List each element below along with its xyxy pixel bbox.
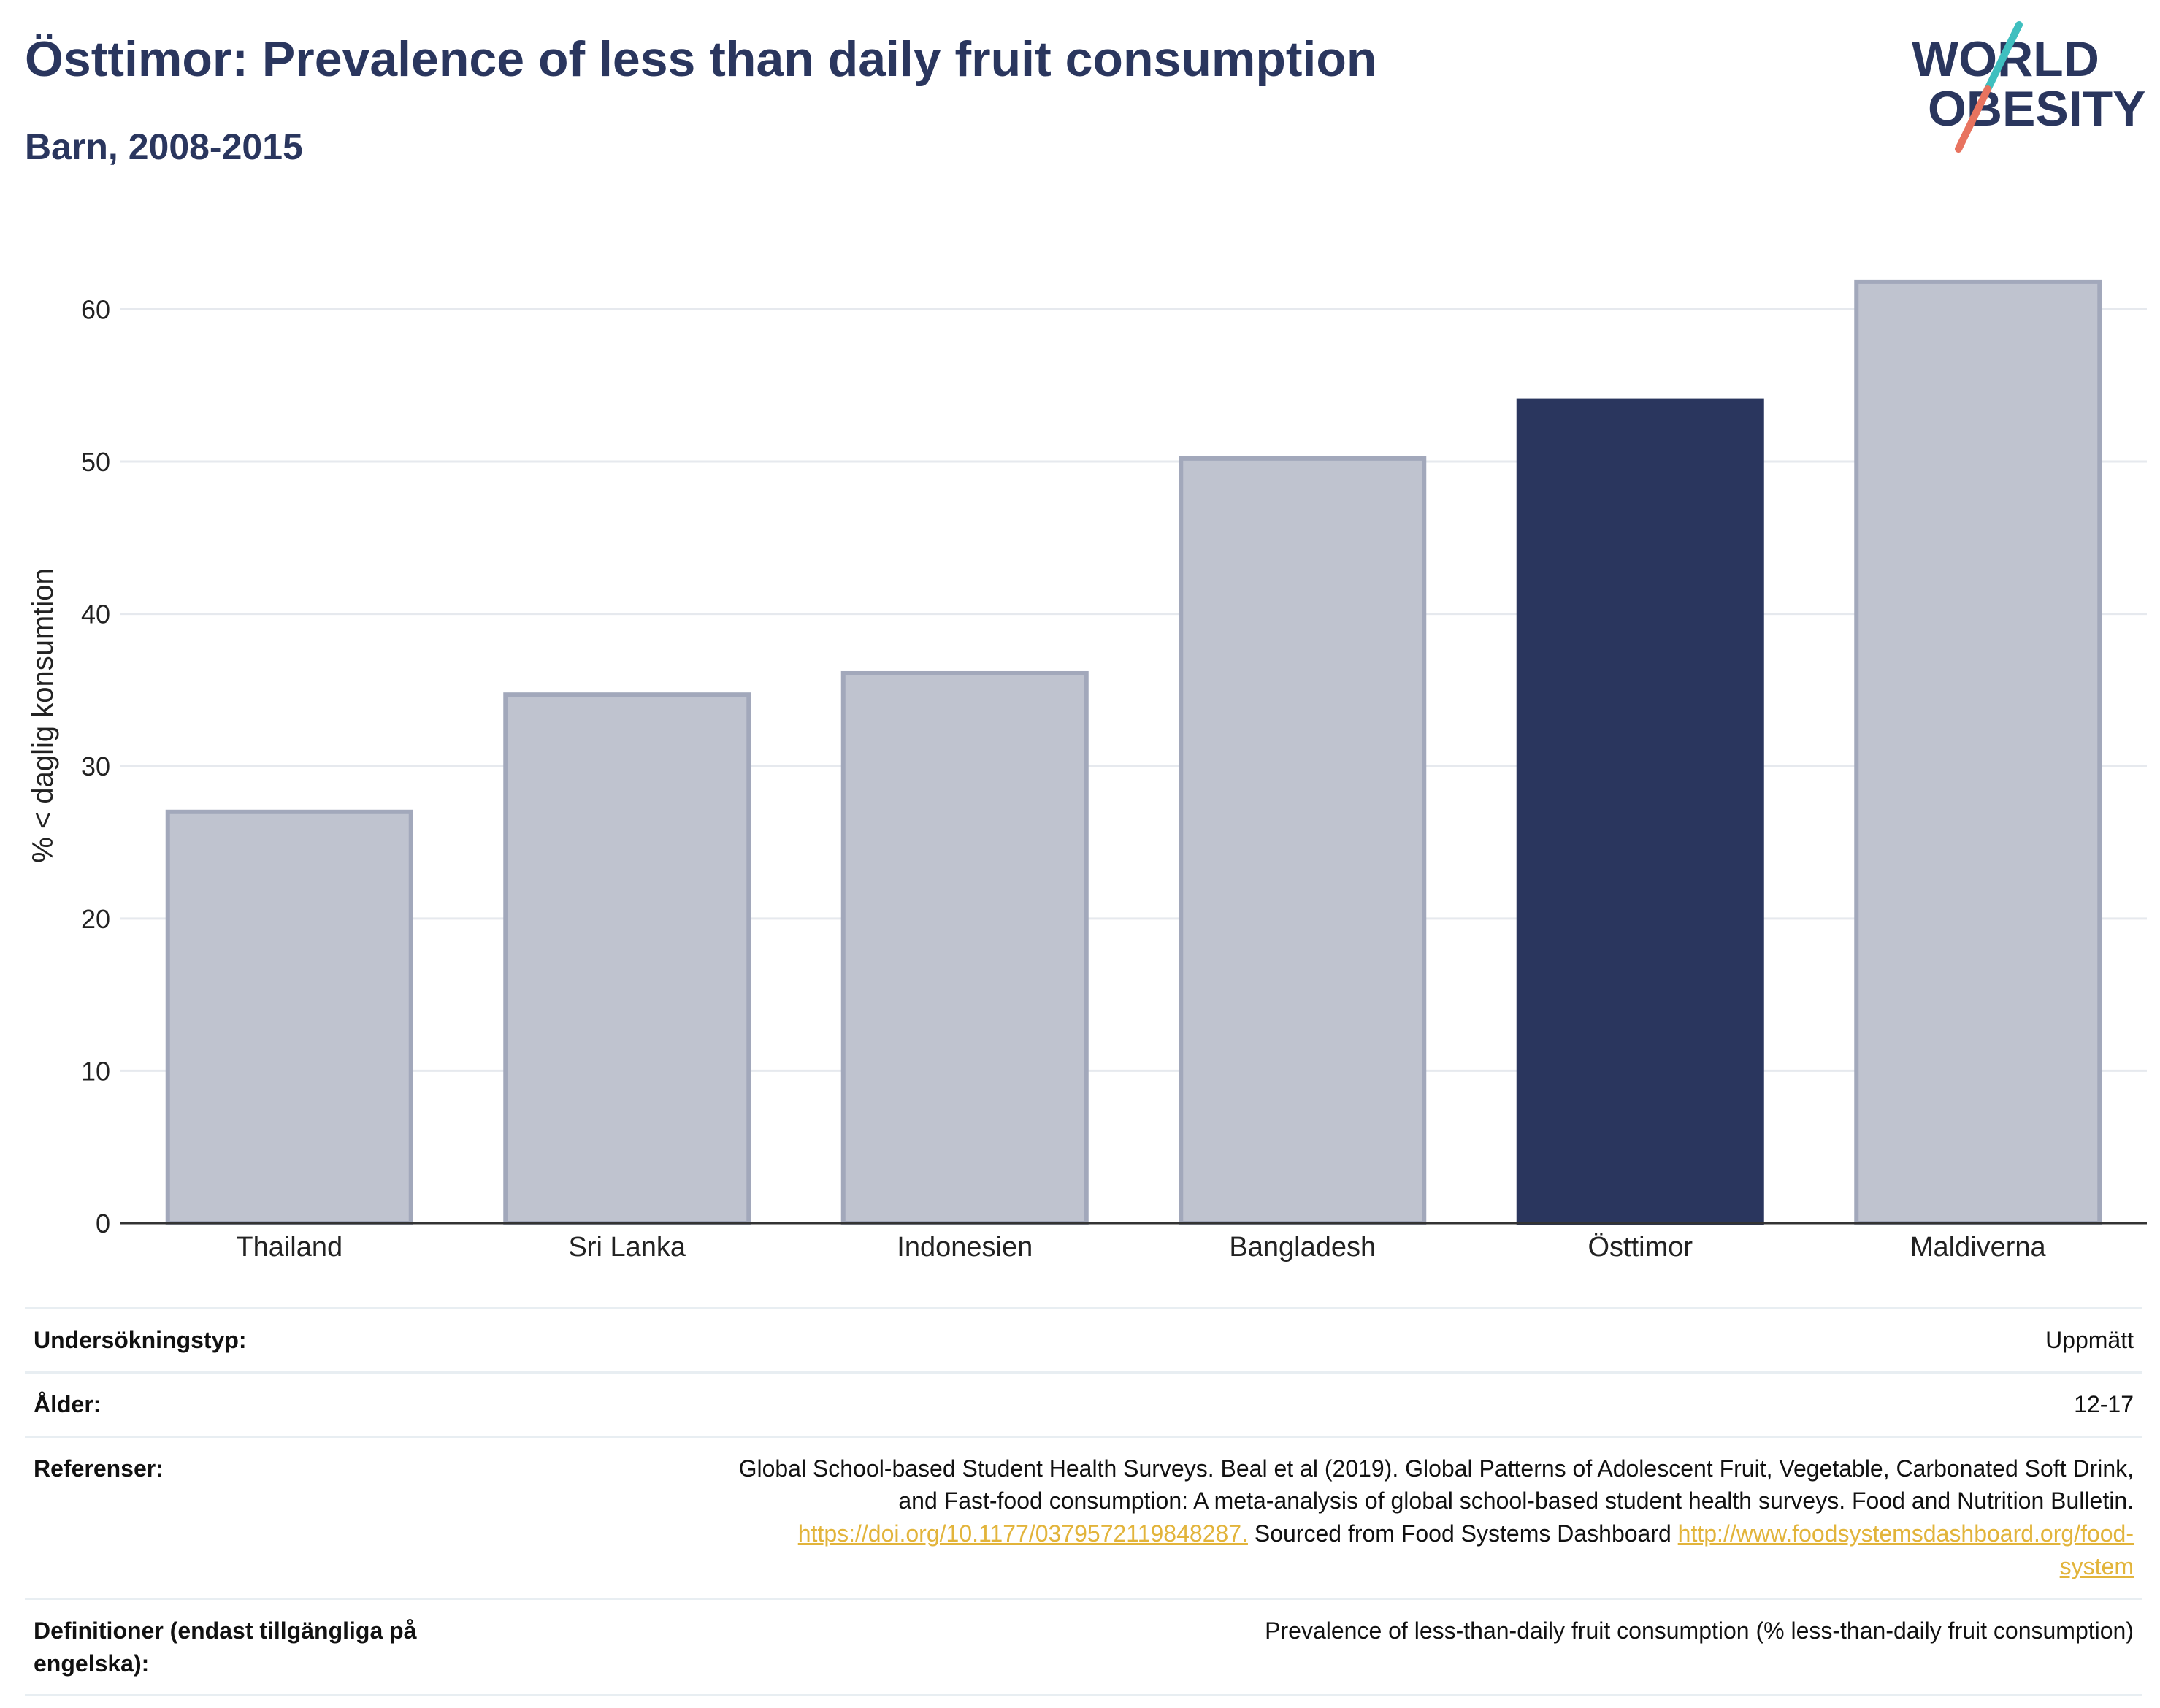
references-label: Referenser: [25, 1435, 510, 1599]
logo-slash-bottom [1955, 85, 1991, 153]
chart-title: Östtimor: Prevalence of less than daily … [25, 31, 1377, 87]
age-label: Ålder: [25, 1371, 510, 1437]
x-tick-label: Indonesien [897, 1232, 1033, 1263]
x-tick-label: Sri Lanka [568, 1232, 686, 1263]
info-row-survey-type: Undersökningstyp: Uppmätt [25, 1307, 2142, 1373]
y-tick-label: 20 [81, 904, 110, 934]
age-value: 12-17 [510, 1371, 2142, 1437]
references-text-3: Sourced from Food Systems Dashboard [1247, 1520, 1678, 1547]
references-text-1: Global School-based Student Health Surve… [738, 1455, 2134, 1482]
info-table: Undersökningstyp: Uppmätt Ålder: 12-17 R… [25, 1307, 2142, 1697]
info-row-references: Referenser: Global School-based Student … [25, 1435, 2142, 1599]
survey-type-label: Undersökningstyp: [25, 1307, 510, 1373]
bar-bangladesh[interactable] [1179, 456, 1427, 1225]
bar-maldiverna[interactable] [1854, 279, 2102, 1225]
y-tick-label: 10 [81, 1056, 110, 1086]
references-text-2: and Fast-food consumption: A meta-analys… [898, 1487, 2134, 1514]
dashboard-link[interactable]: http://www.foodsystemsdashboard.org/food… [1677, 1520, 2134, 1547]
logo-text-obesity: OBESITY [1928, 81, 2146, 137]
world-obesity-logo: WORLD OBESITY [1912, 21, 2146, 153]
x-tick-label: Thailand [236, 1232, 342, 1263]
info-row-definitions: Definitioner (endast tillgängliga på eng… [25, 1597, 2142, 1697]
chart-subtitle: Barn, 2008-2015 [25, 126, 303, 167]
bar-östtimor[interactable] [1516, 398, 1764, 1225]
y-tick-label: 0 [96, 1209, 110, 1238]
definitions-label: Definitioner (endast tillgängliga på eng… [25, 1597, 510, 1697]
x-tick-label: Östtimor [1588, 1232, 1693, 1263]
bar-indonesien[interactable] [840, 670, 1089, 1225]
bar-sri-lanka[interactable] [503, 692, 751, 1225]
y-tick-label: 40 [81, 600, 110, 629]
survey-type-value: Uppmätt [510, 1307, 2142, 1373]
y-tick-label: 60 [81, 294, 110, 324]
x-tick-label: Bangladesh [1229, 1232, 1376, 1263]
doi-link[interactable]: https://doi.org/10.1177/0379572119848287… [797, 1520, 1248, 1547]
definitions-value: Prevalence of less-than-daily fruit cons… [510, 1597, 2142, 1697]
y-tick-label: 50 [81, 447, 110, 477]
bar-chart: 0 10 20 30 40 50 60 Thailand Sri Lanka Indonesien… [27, 279, 2147, 1263]
y-axis-label: % < daglig konsumtion [27, 568, 59, 863]
gridlines [120, 307, 2147, 1072]
logo-slash-top [1984, 21, 2023, 93]
x-tick-label: Maldiverna [1910, 1232, 2047, 1263]
axes: 0 10 20 30 40 50 60 Thailand Sri Lanka Indonesien… [81, 294, 2147, 1263]
dashboard-link-continued[interactable]: system [2059, 1552, 2134, 1579]
bar-thailand[interactable] [165, 809, 413, 1225]
info-row-age: Ålder: 12-17 [25, 1371, 2142, 1437]
references-value: Global School-based Student Health Surve… [510, 1435, 2142, 1599]
y-tick-label: 30 [81, 751, 110, 781]
bars [165, 279, 2102, 1225]
